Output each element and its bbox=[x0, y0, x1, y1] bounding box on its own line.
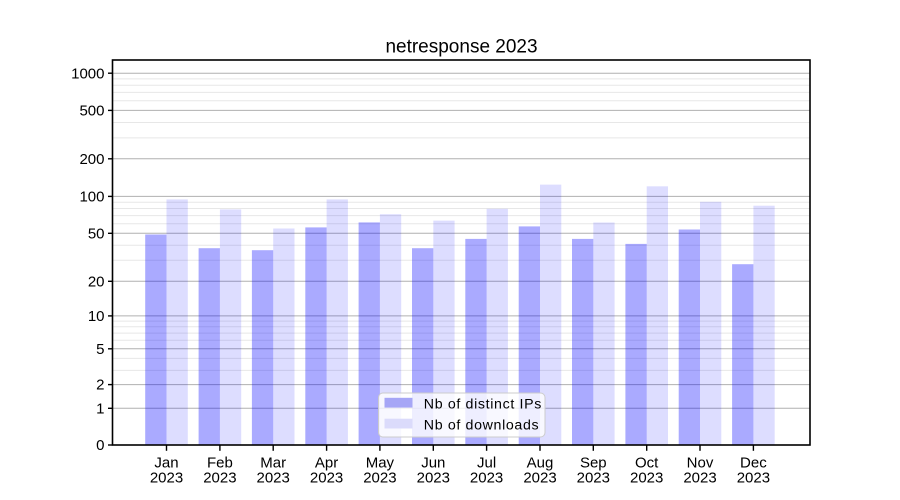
svg-text:2: 2 bbox=[96, 377, 104, 394]
svg-text:Nov: Nov bbox=[687, 455, 714, 472]
svg-text:100: 100 bbox=[79, 189, 104, 206]
svg-text:2023: 2023 bbox=[417, 469, 450, 486]
svg-text:Nb of distinct IPs: Nb of distinct IPs bbox=[424, 397, 542, 413]
svg-text:2023: 2023 bbox=[630, 469, 663, 486]
svg-text:1: 1 bbox=[96, 400, 104, 417]
svg-text:Jun: Jun bbox=[421, 455, 445, 472]
svg-text:2023: 2023 bbox=[203, 469, 236, 486]
svg-text:50: 50 bbox=[88, 225, 105, 242]
svg-text:20: 20 bbox=[88, 273, 105, 290]
svg-text:Apr: Apr bbox=[315, 455, 338, 472]
svg-text:2023: 2023 bbox=[257, 469, 290, 486]
svg-text:2023: 2023 bbox=[310, 469, 343, 486]
svg-text:2023: 2023 bbox=[363, 469, 396, 486]
svg-text:2023: 2023 bbox=[470, 469, 503, 486]
svg-text:1000: 1000 bbox=[71, 65, 104, 82]
svg-text:Sep: Sep bbox=[580, 455, 607, 472]
svg-text:Dec: Dec bbox=[740, 455, 767, 472]
svg-text:netresponse 2023: netresponse 2023 bbox=[385, 37, 537, 58]
svg-text:2023: 2023 bbox=[150, 469, 183, 486]
svg-text:5: 5 bbox=[96, 341, 104, 358]
svg-text:2023: 2023 bbox=[523, 469, 556, 486]
svg-text:0: 0 bbox=[96, 437, 104, 454]
svg-text:Jan: Jan bbox=[154, 455, 178, 472]
svg-text:500: 500 bbox=[79, 103, 104, 120]
svg-text:Oct: Oct bbox=[635, 455, 659, 472]
svg-text:Nb of downloads: Nb of downloads bbox=[424, 418, 539, 434]
svg-text:200: 200 bbox=[79, 151, 104, 168]
svg-text:May: May bbox=[366, 455, 395, 472]
svg-text:2023: 2023 bbox=[737, 469, 770, 486]
svg-text:2023: 2023 bbox=[577, 469, 610, 486]
svg-text:10: 10 bbox=[88, 308, 105, 325]
svg-text:Aug: Aug bbox=[527, 455, 554, 472]
svg-text:Mar: Mar bbox=[260, 455, 286, 472]
svg-text:2023: 2023 bbox=[683, 469, 716, 486]
svg-text:Feb: Feb bbox=[207, 455, 233, 472]
svg-text:Jul: Jul bbox=[477, 455, 496, 472]
